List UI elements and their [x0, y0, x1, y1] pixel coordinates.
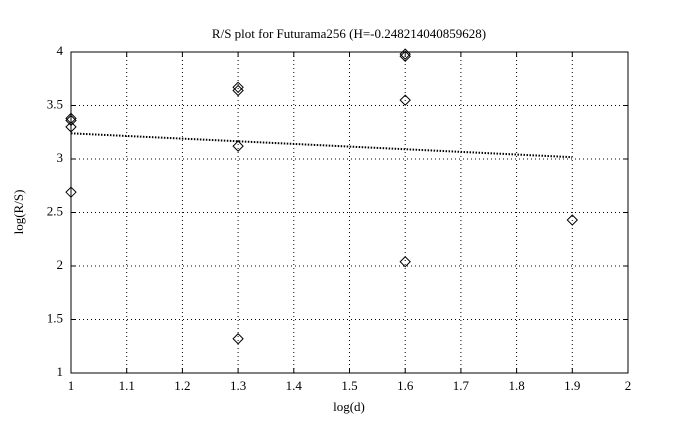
- y-tick-label: 2.5: [47, 203, 63, 218]
- diamond-marker: [232, 140, 244, 152]
- diamond-marker: [232, 81, 244, 94]
- diamond-marker: [232, 84, 244, 97]
- diamond-marker: [65, 112, 77, 125]
- x-tick-label: 1.3: [230, 378, 246, 393]
- x-tick-label: 1.4: [286, 378, 303, 393]
- y-tick-label: 4: [57, 43, 64, 58]
- plot-frame: [70, 51, 629, 374]
- x-axis-label: log(d): [333, 399, 365, 414]
- x-tick-label: 1.1: [119, 378, 135, 393]
- diamond-marker: [65, 114, 77, 127]
- fit-line: [70, 132, 573, 159]
- diamond-marker: [399, 48, 411, 60]
- y-tick-label: 2: [57, 257, 64, 272]
- y-tick-label: 1.5: [47, 310, 63, 325]
- x-tick-label: 1.2: [174, 378, 190, 393]
- x-tick-label: 1: [68, 378, 75, 393]
- x-tick-label: 1.7: [453, 378, 470, 393]
- x-tick-label: 1.9: [564, 378, 580, 393]
- y-tick-label: 3: [57, 150, 64, 165]
- x-tick-label: 1.5: [341, 378, 357, 393]
- x-tick-label: 1.6: [397, 378, 414, 393]
- x-tick-label: 2: [625, 378, 632, 393]
- diamond-marker: [399, 50, 411, 62]
- diamond-marker: [65, 186, 77, 198]
- y-tick-label: 3.5: [47, 96, 63, 111]
- diamond-marker: [399, 256, 411, 268]
- y-axis-label: log(R/S): [11, 190, 26, 235]
- y-tick-label: 1: [57, 364, 64, 379]
- diamond-marker: [566, 214, 579, 226]
- diamond-marker: [232, 333, 244, 345]
- diamond-marker: [399, 94, 411, 106]
- chart-title: R/S plot for Futurama256 (H=-0.248214040…: [212, 26, 486, 41]
- diamond-marker: [65, 121, 77, 133]
- x-tick-label: 1.8: [508, 378, 524, 393]
